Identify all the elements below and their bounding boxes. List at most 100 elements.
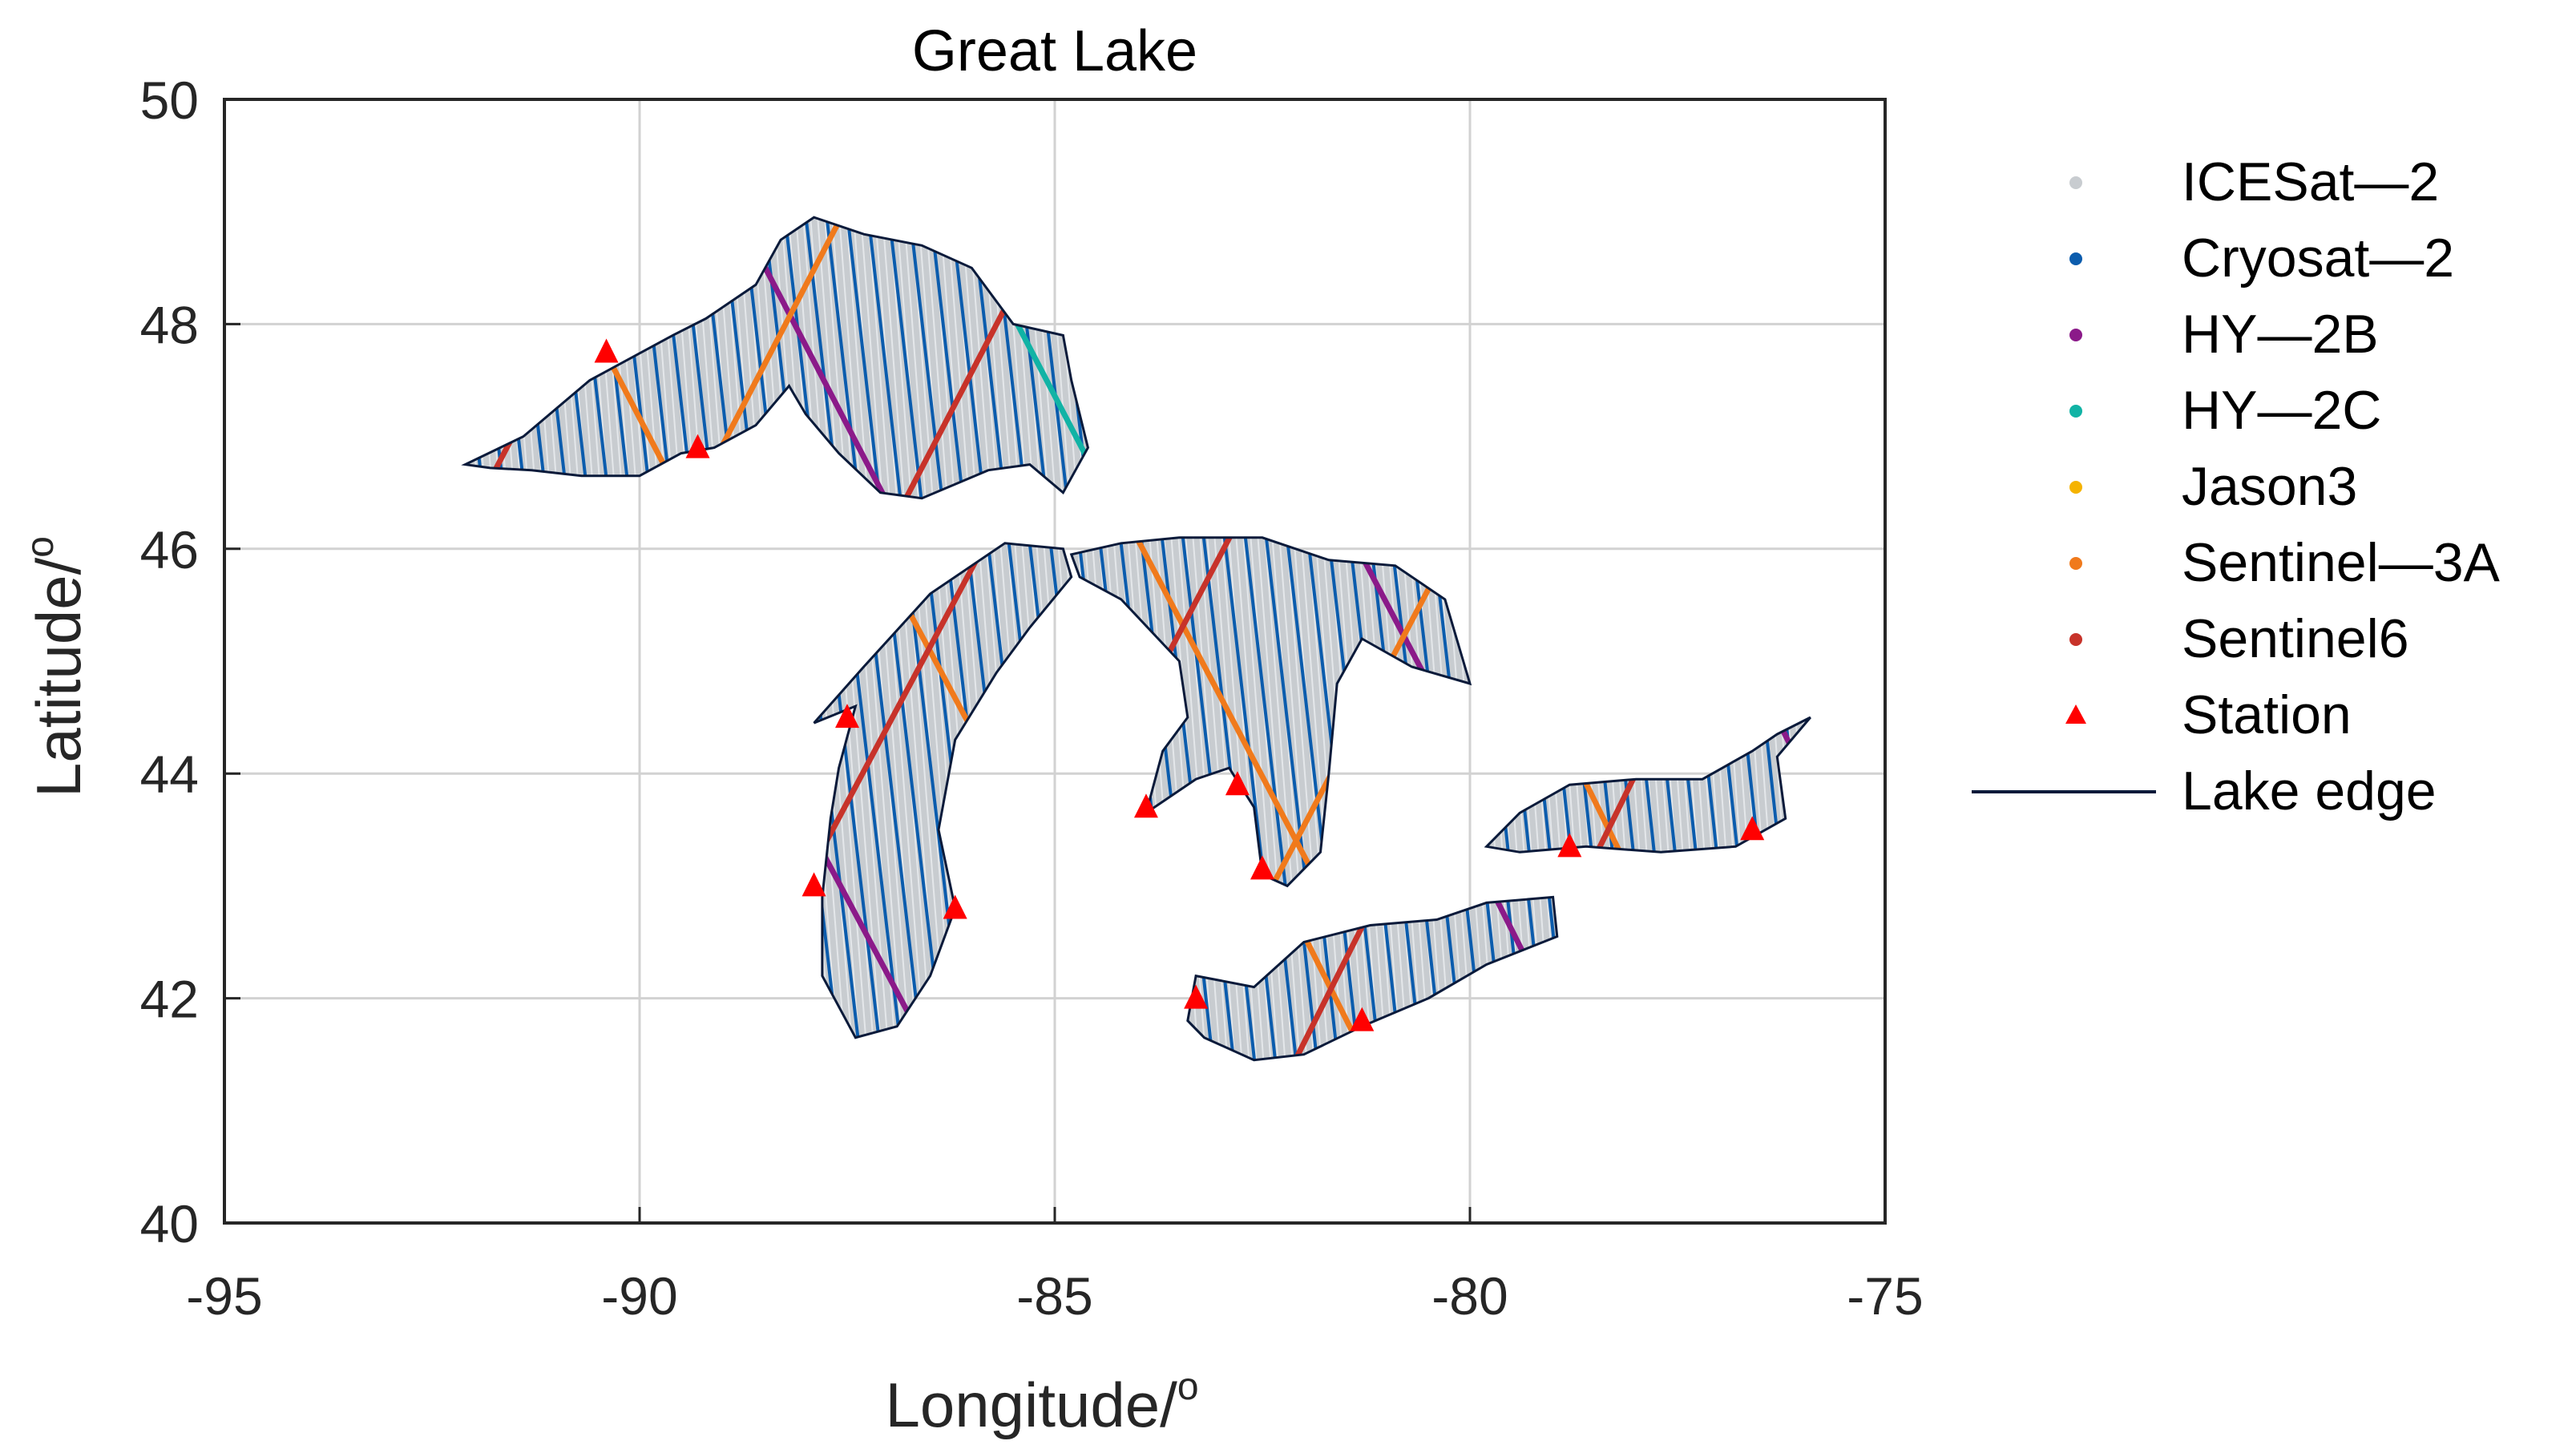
legend-dot-icon — [2069, 481, 2082, 494]
station-marker — [1133, 793, 1158, 818]
x-tick-label: -80 — [1431, 1266, 1508, 1326]
icesat2-track — [1242, 537, 1272, 886]
cryosat2-track — [1952, 709, 1968, 860]
chart-title: Great Lake — [912, 19, 1197, 83]
legend: ICESat—2 Cryosat—2 HY—2B HY—2C Jason3 Sentine… — [1972, 151, 2501, 821]
station-marker — [1184, 984, 1209, 1009]
y-tick-label: 50 — [140, 71, 199, 130]
icesat2-track — [814, 543, 831, 1038]
icesat2-track — [1285, 537, 1315, 886]
cryosat2-track — [907, 217, 945, 498]
station-marker — [1350, 1007, 1375, 1031]
y-axis-title: Latitude/o — [19, 536, 94, 797]
legend-item: HY—2C — [2069, 380, 2381, 441]
legend-dot-icon — [2069, 252, 2082, 265]
cryosat2-track — [845, 217, 882, 498]
y-tick-label: 48 — [140, 295, 199, 354]
icesat2-track — [1889, 709, 1900, 860]
legend-item: Station — [2065, 684, 2352, 745]
legend-dot-icon — [2069, 633, 2082, 646]
legend-dot-icon — [2069, 329, 2082, 341]
legend-label: Sentinel—3A — [2182, 532, 2501, 593]
altimetry-track — [814, 543, 928, 1038]
icesat2-track — [1932, 709, 1943, 860]
icesat2-track — [1961, 709, 1972, 860]
legend-label: HY—2C — [2182, 380, 2381, 441]
cryosat2-track — [886, 217, 924, 498]
icesat2-track — [902, 217, 927, 498]
lake-edge — [461, 216, 1089, 500]
legend-label: HY—2B — [2182, 304, 2379, 365]
icesat2-track — [1911, 709, 1921, 860]
station-marker — [685, 434, 710, 458]
cryosat2-track — [928, 217, 966, 498]
y-tick-labels: 40 42 44 46 48 50 — [140, 71, 199, 1253]
lake-edge — [1069, 536, 1472, 888]
y-tick-label: 46 — [140, 520, 199, 579]
cryosat2-track — [866, 217, 903, 498]
legend-item: HY—2B — [2069, 304, 2379, 365]
icesat2-track — [866, 217, 891, 498]
cryosat2-track — [1931, 709, 1947, 860]
cryosat2-track — [814, 543, 840, 1038]
icesat2-track — [1904, 709, 1914, 860]
icesat2-track — [1947, 709, 1957, 860]
legend-label: Jason3 — [2182, 456, 2357, 517]
legend-triangle-icon — [2065, 704, 2086, 724]
y-tick-label: 40 — [140, 1194, 199, 1253]
x-axis-title: Longitude/o — [885, 1366, 1198, 1440]
legend-dot-icon — [2069, 176, 2082, 189]
altimetry-track — [814, 543, 992, 1038]
altimetry-track — [1129, 537, 1327, 886]
stations-layer — [594, 338, 1765, 1031]
legend-item: ICESat—2 — [2069, 151, 2439, 212]
cryosat2-track — [1910, 709, 1926, 860]
x-tick-label: -85 — [1016, 1266, 1092, 1326]
icesat2-track — [859, 217, 884, 498]
legend-item: Sentinel—3A — [2069, 532, 2501, 593]
station-marker — [1557, 833, 1582, 858]
legend-item: Lake edge — [1972, 761, 2437, 821]
cryosat2-track — [1242, 537, 1288, 886]
icesat2-track — [1968, 709, 1979, 860]
legend-item: Jason3 — [2069, 456, 2357, 517]
cryosat2-track — [1889, 709, 1905, 860]
icesat2-track — [838, 217, 862, 498]
y-tick-label: 42 — [140, 970, 199, 1029]
icesat2-track — [1263, 537, 1294, 886]
icesat2-track — [1940, 709, 1950, 860]
icesat2-track — [924, 217, 949, 498]
legend-label: Lake edge — [2182, 761, 2437, 821]
axis-ticks — [223, 98, 1887, 1225]
station-marker — [1250, 855, 1274, 880]
station-marker — [801, 872, 826, 897]
legend-label: Cryosat—2 — [2182, 228, 2454, 289]
y-tick-label: 44 — [140, 745, 199, 804]
x-tick-label: -75 — [1847, 1266, 1923, 1326]
cryosat2-track — [1546, 897, 1557, 1060]
legend-label: Sentinel6 — [2182, 608, 2409, 669]
station-marker — [835, 704, 859, 729]
icesat2-track — [1925, 709, 1936, 860]
lake-edge — [813, 542, 1073, 1039]
station-marker — [1225, 771, 1250, 796]
station-marker — [943, 894, 967, 919]
legend-label: Station — [2182, 684, 2352, 745]
lake-edge — [1186, 895, 1559, 1062]
legend-item: Sentinel6 — [2069, 608, 2409, 669]
station-marker — [594, 338, 619, 363]
legend-dot-icon — [2069, 405, 2082, 418]
legend-dot-icon — [2069, 557, 2082, 570]
x-tick-labels: -95 -90 -85 -80 -75 — [186, 1266, 1923, 1326]
icesat2-track — [881, 217, 906, 498]
cryosat2-track — [1284, 537, 1330, 886]
lake-edge — [1484, 716, 1811, 854]
station-marker — [1740, 816, 1765, 841]
x-tick-label: -95 — [186, 1266, 262, 1326]
icesat2-track — [1896, 709, 1907, 860]
legend-item: Cryosat—2 — [2069, 228, 2454, 289]
icesat2-track — [1918, 709, 1928, 860]
cryosat2-track — [1221, 537, 1267, 886]
icesat2-track — [1954, 709, 1964, 860]
